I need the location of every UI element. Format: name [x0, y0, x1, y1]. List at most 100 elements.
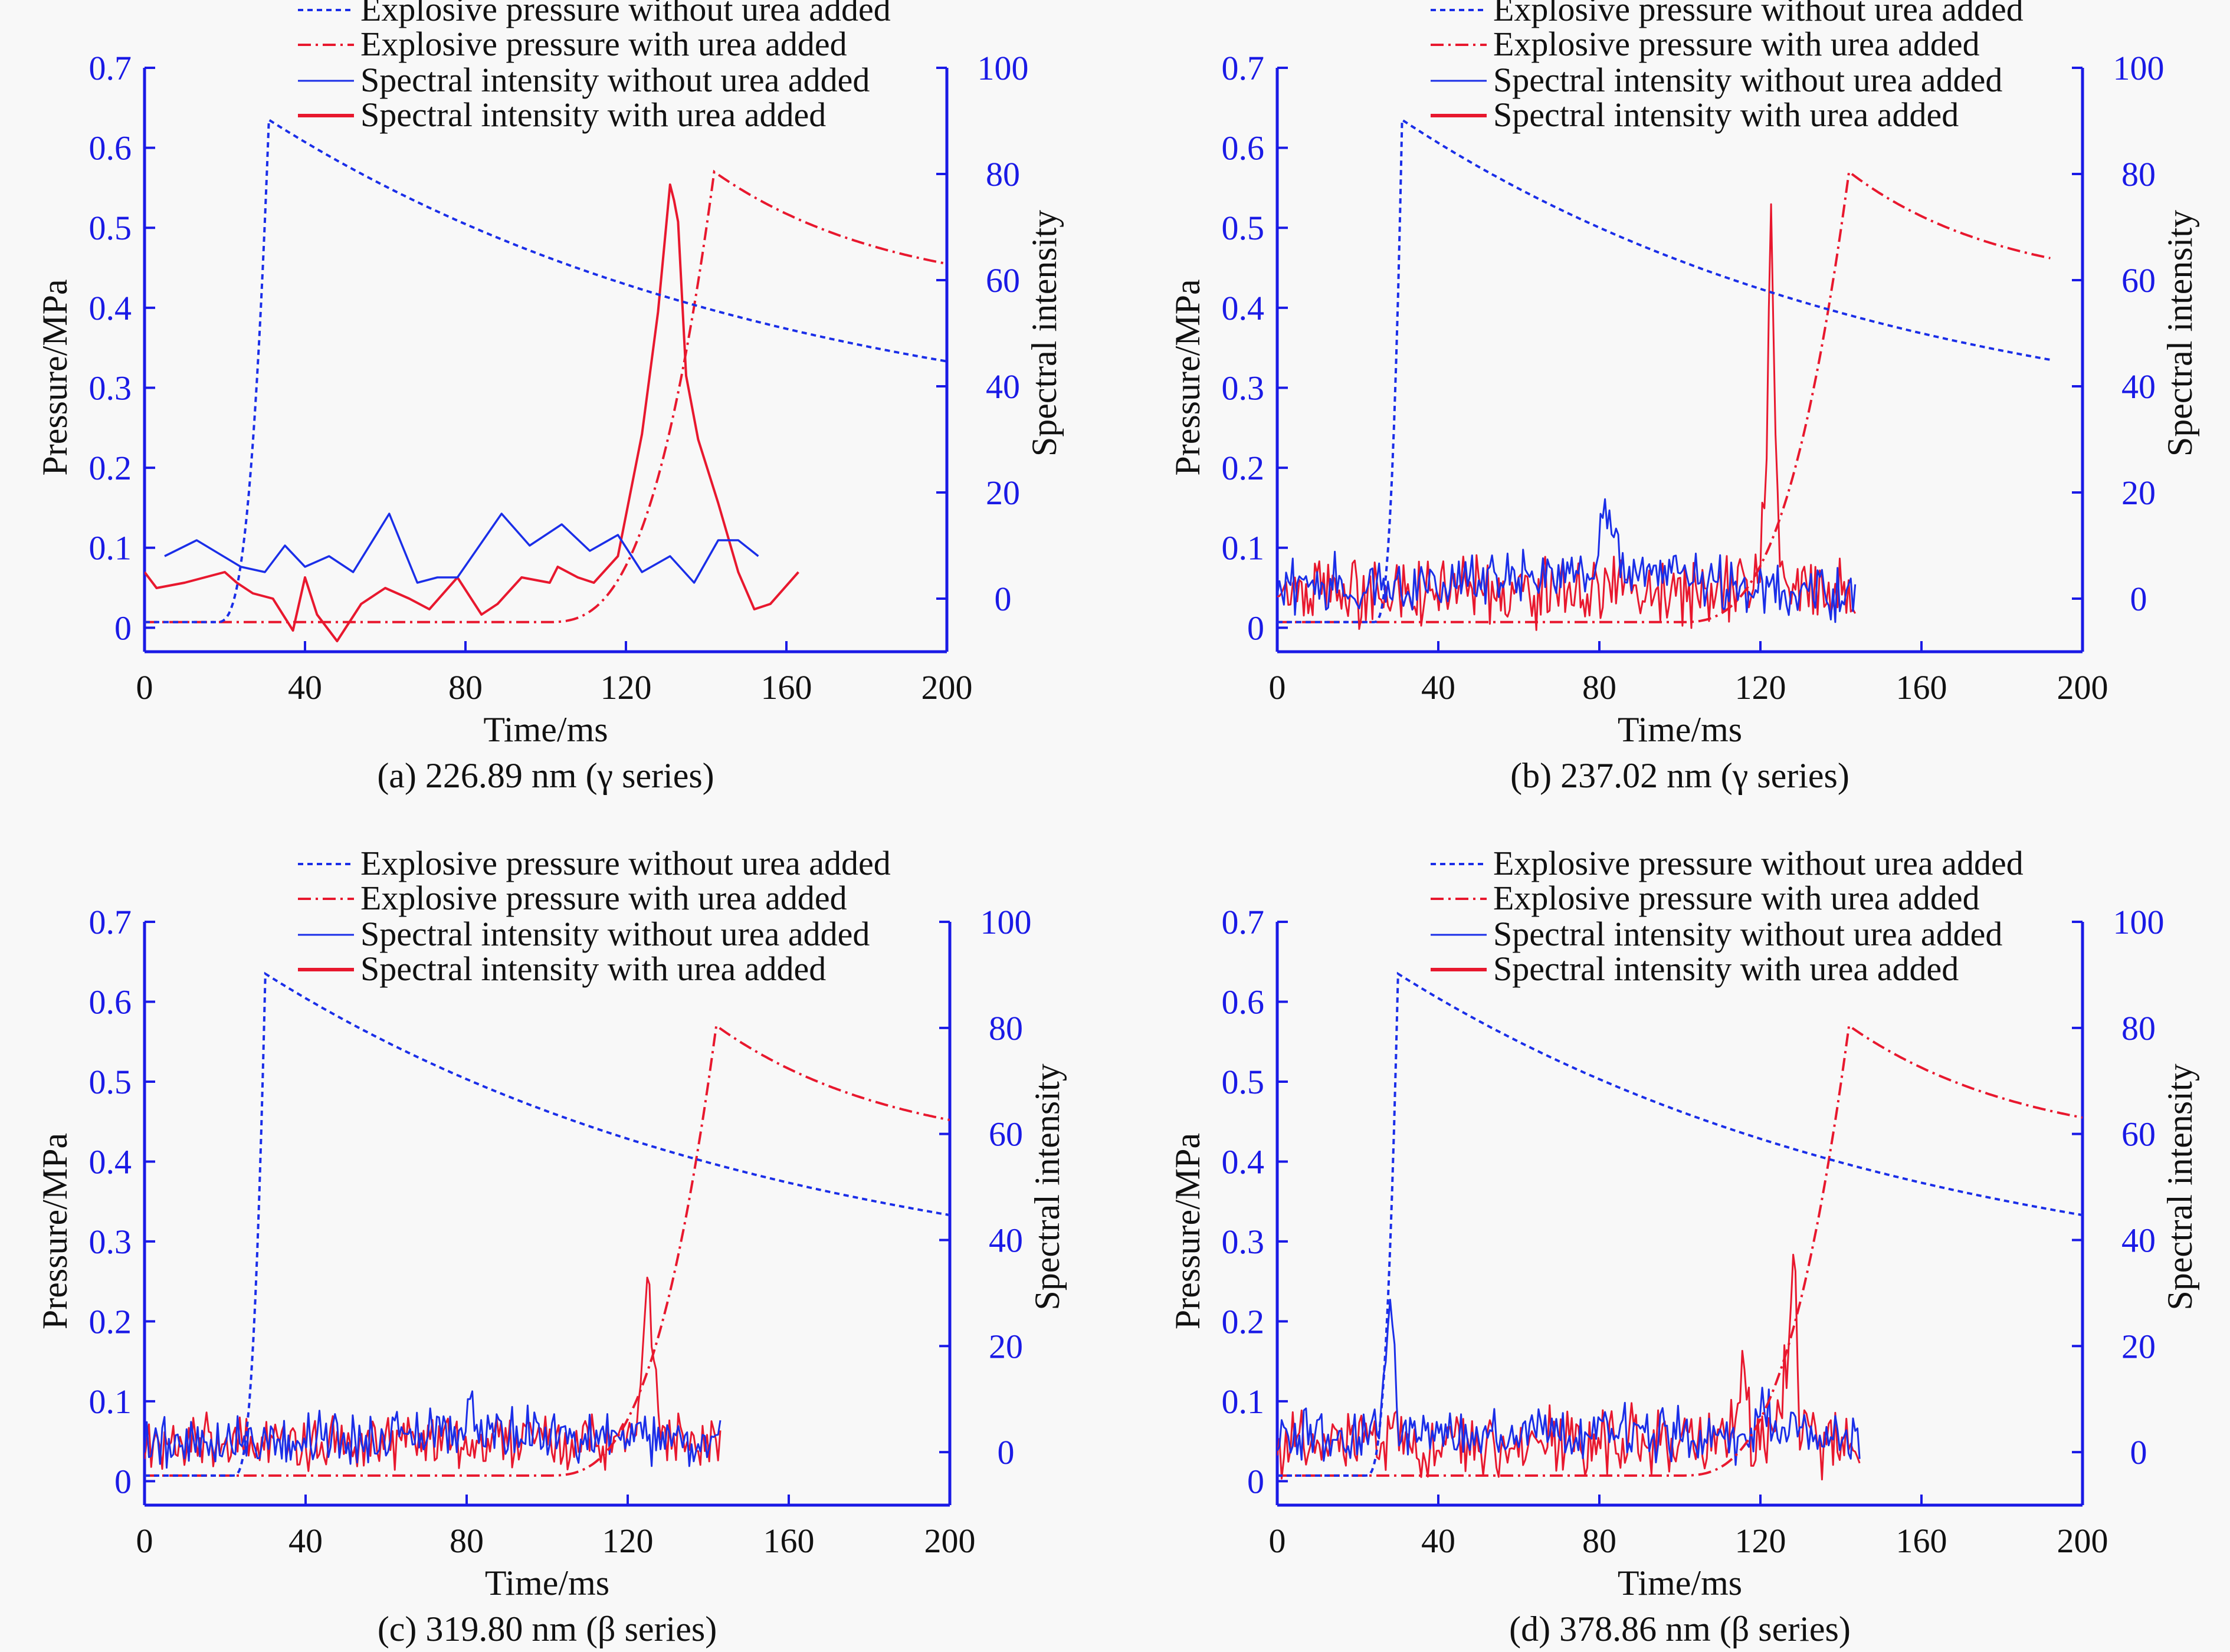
x-tick-label: 160 [1896, 1522, 1947, 1560]
y2-tick-label: 80 [986, 155, 1020, 193]
y2-tick-label: 100 [2113, 903, 2165, 941]
y2-tick-label: 100 [2113, 49, 2165, 87]
y-axis-label: Pressure/MPa [1168, 279, 1207, 475]
x-tick-label: 200 [2057, 668, 2108, 707]
y2-tick-label: 100 [978, 49, 1029, 87]
plot-area [145, 971, 950, 1477]
y2-tick-label: 0 [998, 1433, 1015, 1472]
y-tick-label: 0.3 [1222, 369, 1265, 407]
series-pressure-without-urea [145, 971, 950, 1477]
x-axis-label: Time/ms [483, 710, 608, 749]
legend-label: Explosive pressure with urea added [360, 25, 847, 63]
series-intensity-without-urea [164, 513, 759, 584]
series-pressure-with-urea [1277, 169, 2051, 623]
legend-label: Explosive pressure without urea added [1493, 0, 2024, 28]
y-tick-label: 0.1 [1222, 529, 1265, 567]
x-tick-label: 200 [924, 1522, 976, 1560]
x-tick-label: 0 [136, 668, 153, 707]
legend-label: Spectral intensity with urea added [360, 950, 826, 988]
y2-tick-label: 60 [2121, 261, 2156, 300]
x-tick-label: 40 [288, 668, 322, 707]
y-tick-label: 0.5 [1222, 1063, 1265, 1101]
chart-panel-2: 0 40 80 120 160 200 0 0.1 0.2 0.3 0.4 0.5 0.6 0.7 0 20 4… [35, 844, 1067, 1648]
x-tick-label: 160 [1896, 668, 1947, 707]
y-tick-label: 0.2 [89, 449, 132, 487]
series-intensity-without-urea [145, 1390, 722, 1469]
series-pressure-without-urea [1277, 971, 2083, 1477]
y2-tick-label: 40 [989, 1221, 1023, 1259]
series-intensity-without-urea [1277, 498, 1857, 623]
y-tick-label: 0.3 [89, 369, 132, 407]
y2-tick-label: 20 [2121, 474, 2156, 512]
x-tick-label: 0 [1269, 1522, 1286, 1560]
plot-area [145, 117, 947, 642]
y2-tick-label: 0 [2130, 580, 2147, 618]
y2-tick-label: 20 [986, 474, 1020, 512]
chart-panel-3: 0 40 80 120 160 200 0 0.1 0.2 0.3 0.4 0.5 0.6 0.7 0 20 4… [1168, 844, 2199, 1648]
y-tick-label: 0.6 [1222, 983, 1265, 1021]
y2-tick-label: 20 [989, 1327, 1023, 1365]
y-tick-label: 0.1 [89, 1382, 132, 1421]
y-tick-label: 0.1 [89, 529, 132, 567]
series-pressure-without-urea [145, 117, 947, 623]
x-tick-label: 0 [1269, 668, 1286, 707]
y-tick-label: 0.3 [1222, 1223, 1265, 1261]
x-tick-label: 80 [448, 668, 483, 707]
series-intensity-without-urea [1277, 1299, 1861, 1466]
plot-area [1277, 117, 2051, 631]
y2-axis-label: Spectral intensity [2160, 1063, 2199, 1310]
x-tick-label: 120 [602, 1522, 654, 1560]
y2-tick-label: 80 [2121, 1009, 2156, 1047]
y2-tick-label: 60 [986, 261, 1020, 300]
y-tick-label: 0.6 [89, 129, 132, 168]
panel-caption: (b) 237.02 nm (γ series) [1510, 756, 1849, 795]
y-tick-label: 0.4 [1222, 1142, 1265, 1181]
y-tick-label: 0.5 [1222, 209, 1265, 247]
x-axis-label: Time/ms [1618, 710, 1742, 749]
y2-axis-label: Spectral intensity [1025, 210, 1064, 456]
x-tick-label: 160 [763, 1522, 815, 1560]
y-axis-label: Pressure/MPa [35, 1133, 74, 1329]
y-tick-label: 0.4 [89, 289, 132, 327]
y2-tick-label: 40 [986, 367, 1020, 406]
legend-label: Spectral intensity without urea added [360, 915, 870, 953]
x-tick-label: 200 [921, 668, 973, 707]
legend-label: Explosive pressure with urea added [360, 879, 847, 917]
x-tick-label: 40 [1421, 668, 1455, 707]
x-tick-label: 120 [1735, 1522, 1786, 1560]
x-tick-label: 40 [1421, 1522, 1455, 1560]
y-tick-label: 0.6 [89, 983, 132, 1021]
y2-tick-label: 20 [2121, 1327, 2156, 1365]
series-pressure-with-urea [145, 169, 947, 623]
y-tick-label: 0.5 [89, 209, 132, 247]
legend-label: Spectral intensity with urea added [1493, 950, 1959, 988]
y-tick-label: 0.7 [89, 903, 132, 941]
y2-tick-label: 0 [995, 580, 1012, 618]
y2-tick-label: 60 [2121, 1115, 2156, 1154]
panel-caption: (c) 319.80 nm (β series) [378, 1610, 717, 1648]
y-tick-label: 0.1 [1222, 1382, 1265, 1421]
x-tick-label: 0 [136, 1522, 153, 1560]
series-pressure-with-urea [1277, 1023, 2083, 1477]
y2-axis-label: Spectral intensity [2160, 210, 2199, 456]
chart-panel-1: 0 40 80 120 160 200 0 0.1 0.2 0.3 0.4 0.5 0.6 0.7 0 20 4… [1168, 0, 2199, 795]
y-tick-label: 0.7 [1222, 49, 1265, 87]
series-pressure-without-urea [1277, 117, 2051, 623]
legend-label: Explosive pressure with urea added [1493, 25, 1980, 63]
x-tick-label: 40 [288, 1522, 323, 1560]
legend-label: Spectral intensity without urea added [1493, 61, 2002, 99]
x-tick-label: 200 [2057, 1522, 2108, 1560]
y-tick-label: 0.6 [1222, 129, 1265, 168]
y2-tick-label: 0 [2130, 1433, 2147, 1472]
legend-label: Explosive pressure without urea added [360, 0, 891, 28]
y-tick-label: 0.7 [1222, 903, 1265, 941]
plot-area [1277, 971, 2083, 1481]
x-tick-label: 80 [450, 1522, 484, 1560]
x-tick-label: 160 [761, 668, 812, 707]
y-tick-label: 0.2 [1222, 449, 1265, 487]
panel-caption: (d) 378.86 nm (β series) [1509, 1610, 1851, 1648]
legend-label: Explosive pressure without urea added [1493, 844, 2024, 882]
panel-caption: (a) 226.89 nm (γ series) [377, 756, 714, 795]
y-axis-label: Pressure/MPa [1168, 1133, 1207, 1329]
